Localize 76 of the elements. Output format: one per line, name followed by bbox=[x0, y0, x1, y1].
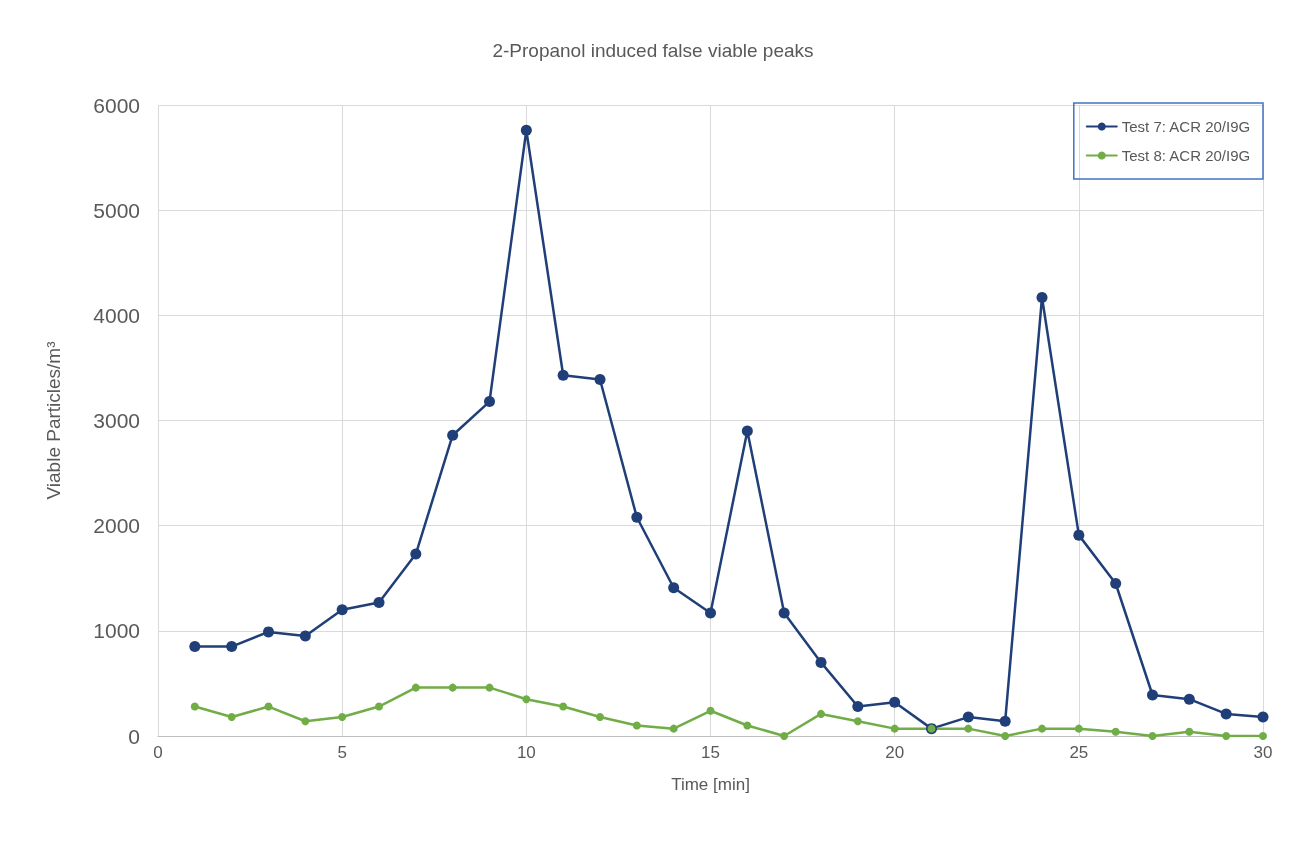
point bbox=[1257, 711, 1269, 723]
point bbox=[336, 604, 348, 616]
y-tick-label: 1000 bbox=[93, 619, 140, 643]
point bbox=[1111, 727, 1120, 736]
point bbox=[1259, 732, 1267, 740]
point bbox=[596, 713, 604, 722]
point bbox=[1073, 529, 1085, 541]
legend-label: Test 8: ACR 20/I9G bbox=[1121, 147, 1251, 164]
point bbox=[559, 702, 568, 711]
point bbox=[1183, 693, 1195, 705]
point bbox=[448, 683, 457, 692]
point bbox=[889, 696, 901, 708]
point bbox=[520, 124, 532, 136]
y-tick-label: 6000 bbox=[93, 93, 140, 117]
point bbox=[890, 724, 899, 733]
point bbox=[411, 683, 420, 692]
point bbox=[373, 596, 385, 608]
point bbox=[190, 702, 199, 711]
y-axis-title: Viable Particles/m³ bbox=[43, 341, 64, 500]
point bbox=[853, 717, 862, 726]
point bbox=[410, 548, 422, 560]
point bbox=[226, 641, 238, 653]
point bbox=[632, 721, 641, 730]
point bbox=[780, 732, 789, 740]
point bbox=[522, 695, 531, 704]
point bbox=[852, 701, 864, 713]
point bbox=[1148, 732, 1157, 740]
point bbox=[668, 582, 680, 594]
point bbox=[485, 683, 494, 692]
point bbox=[338, 713, 347, 722]
point bbox=[299, 630, 311, 642]
point bbox=[741, 425, 753, 437]
point bbox=[964, 724, 973, 733]
legend-label: Test 7: ACR 20/I9G bbox=[1121, 118, 1251, 135]
point bbox=[1036, 291, 1048, 303]
chart-title: 2-Propanol induced false viable peaks bbox=[492, 40, 814, 61]
point bbox=[264, 702, 273, 711]
point bbox=[227, 713, 236, 722]
x-tick-label: 5 bbox=[337, 743, 347, 762]
x-tick-label: 0 bbox=[153, 743, 163, 762]
x-tick-label: 30 bbox=[1253, 743, 1273, 762]
point bbox=[189, 641, 201, 653]
point bbox=[743, 721, 752, 730]
point bbox=[669, 724, 678, 733]
x-axis-title: Time [min] bbox=[671, 775, 750, 794]
point bbox=[815, 656, 827, 668]
point bbox=[706, 706, 715, 715]
point bbox=[594, 373, 606, 385]
point bbox=[484, 396, 495, 408]
y-tick-label: 2000 bbox=[93, 514, 140, 538]
point bbox=[631, 511, 643, 523]
point bbox=[301, 717, 310, 726]
x-tick-label: 15 bbox=[701, 743, 720, 762]
y-tick-label: 3000 bbox=[93, 409, 140, 432]
point bbox=[263, 626, 274, 638]
y-tick-label: 4000 bbox=[93, 303, 140, 327]
point bbox=[817, 709, 825, 718]
point bbox=[705, 607, 716, 619]
x-tick-label: 25 bbox=[1069, 743, 1089, 762]
point bbox=[1038, 724, 1046, 733]
point bbox=[999, 715, 1011, 727]
point bbox=[557, 369, 569, 381]
x-tick-label: 20 bbox=[885, 743, 905, 762]
point bbox=[1185, 727, 1194, 736]
point bbox=[1110, 578, 1122, 590]
point bbox=[447, 429, 459, 441]
point bbox=[1147, 689, 1158, 701]
point bbox=[962, 711, 974, 723]
point bbox=[1001, 732, 1010, 740]
y-tick-label: 5000 bbox=[93, 198, 140, 222]
point bbox=[1074, 724, 1083, 733]
point bbox=[778, 607, 790, 619]
x-tick-label: 10 bbox=[516, 743, 536, 762]
point bbox=[1222, 732, 1231, 740]
point bbox=[1220, 708, 1232, 720]
point bbox=[375, 702, 383, 711]
